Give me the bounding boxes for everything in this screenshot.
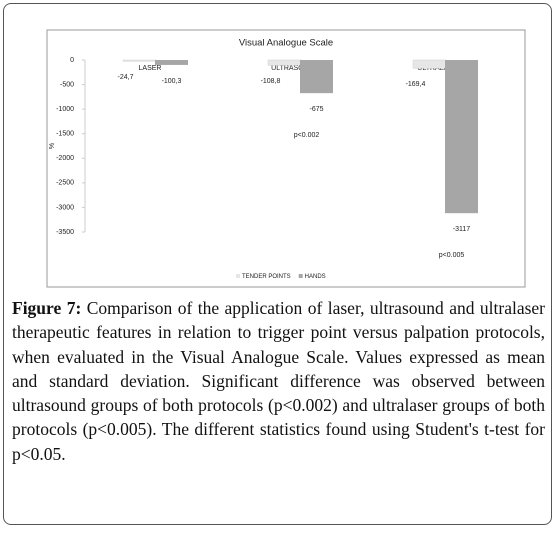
chart: Visual Analogue Scale % 0 -500 -1000 -1500 -… <box>46 29 526 288</box>
y-tick-label: -1500 <box>56 131 74 138</box>
value-label: -108,8 <box>261 78 281 85</box>
value-label: -100,3 <box>162 78 182 85</box>
legend-label: HANDS <box>305 274 326 280</box>
y-tick-label: -2500 <box>56 180 74 187</box>
caption-text: Comparison of the application of laser, … <box>12 298 546 464</box>
y-tick-label: -3000 <box>56 204 74 211</box>
category-label: LASER <box>139 65 162 72</box>
annotation: p<0.005 <box>439 252 465 259</box>
annotation: p<0.002 <box>294 132 320 139</box>
figure-frame <box>3 3 552 525</box>
y-tick-label: -3500 <box>56 229 74 236</box>
bar <box>445 60 478 214</box>
bar <box>267 59 302 66</box>
chart-title: Visual Analogue Scale <box>239 38 333 49</box>
caption: Figure 7: Comparison of the application … <box>12 296 545 466</box>
y-tick-label: 0 <box>70 57 74 64</box>
bar <box>122 59 157 62</box>
value-label: -3117 <box>453 226 470 233</box>
value-label: -169,4 <box>406 81 426 88</box>
bar <box>412 59 447 69</box>
value-label: -24,7 <box>118 74 134 81</box>
chart-border <box>46 29 526 288</box>
y-axis-label: % <box>49 143 56 149</box>
y-tick-label: -2000 <box>56 155 74 162</box>
category-label: ULTRASOUND <box>271 65 319 72</box>
y-tick-label: -1000 <box>56 106 74 113</box>
caption-label: Figure 7: <box>12 298 82 318</box>
legend-swatch <box>236 274 240 278</box>
legend-label: TENDER POINTS <box>242 274 291 280</box>
bar <box>155 60 188 65</box>
legend-swatch <box>298 274 303 278</box>
y-tick-label: -500 <box>60 81 74 88</box>
value-label: -675 <box>309 106 323 113</box>
bar <box>300 60 333 94</box>
